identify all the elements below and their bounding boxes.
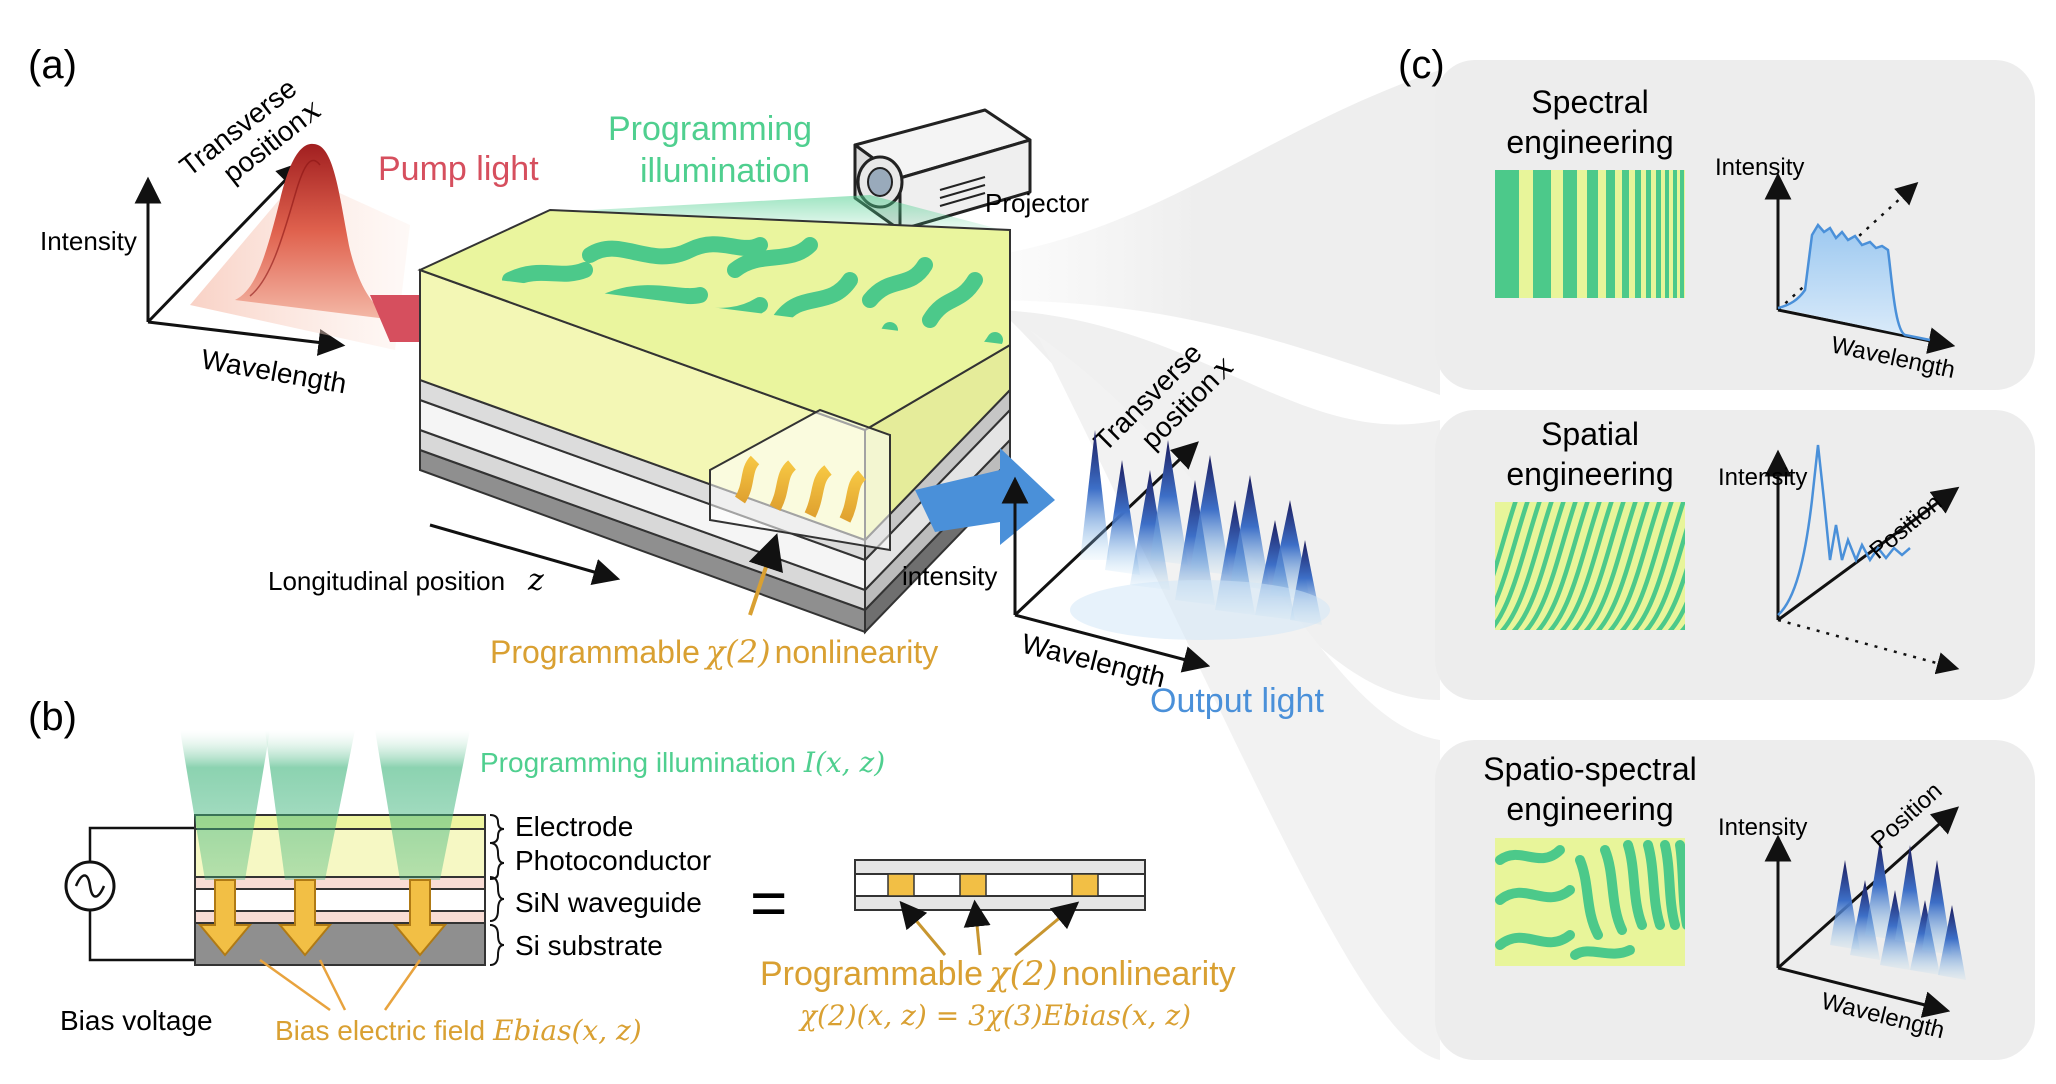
card-spectral: Spectral engineering Intensity Wavelengt…: [1495, 84, 1957, 384]
projection-cone: [555, 195, 1010, 232]
output-peaks: [1070, 430, 1330, 640]
output-arrow: [915, 448, 1055, 545]
layer-label-photoconductor: Photoconductor: [515, 845, 711, 876]
input-axis-wavelength: Wavelength: [199, 343, 349, 399]
pump-gaussian-beam: [190, 143, 410, 350]
card-spectral-title-2: engineering: [1506, 124, 1673, 160]
chi-equation: χ(2)(x, z) = 3χ(3)Ebias(x, z): [798, 999, 1191, 1032]
panel-a-label: (a): [28, 43, 77, 87]
spatial-curve: [1777, 444, 1911, 616]
equals-sign: =: [750, 867, 787, 939]
output-axis-intensity: intensity: [902, 561, 997, 591]
output-axis-wavelength: Wavelength: [1019, 628, 1169, 694]
card-spatio-spectral-title-1: Spatio-spectral: [1483, 751, 1696, 787]
longitudinal-label: Longitudinal position: [268, 566, 505, 596]
spatio-spectral-pattern: [1495, 838, 1685, 966]
panel-c-label: (c): [1398, 43, 1445, 87]
nonlinearity-label-a: Programmable χ(2) nonlinearity: [490, 633, 938, 671]
output-light-label: Output light: [1150, 682, 1324, 720]
projector-label: Projector: [985, 188, 1089, 218]
card-spatial: Spatial engineering: [1495, 416, 1960, 675]
card-spatial-axis-intensity: Intensity: [1718, 464, 1807, 491]
programming-illumination-b: Programming illumination I(x, z): [480, 746, 885, 779]
card-spectral-title-1: Spectral: [1531, 84, 1648, 120]
illumination-beams: [180, 730, 470, 880]
card-spatio-axis-intensity: Intensity: [1718, 814, 1807, 841]
layer-braces: [489, 814, 505, 966]
waveguide-cross-section: [854, 859, 1146, 911]
longitudinal-var: z: [527, 563, 544, 598]
panel-b-label: (b): [28, 695, 77, 739]
bias-field-arrows: [197, 879, 448, 957]
programming-illumination-line2: illumination: [640, 152, 810, 190]
bias-circuit: [64, 826, 195, 962]
layer-label-sin-waveguide: SiN waveguide: [515, 887, 702, 918]
cutaway-window: [709, 408, 891, 552]
spectral-curve: [1777, 222, 1931, 342]
nonlinearity-pointer: [748, 533, 783, 616]
card-spectral-axis-intensity: Intensity: [1715, 154, 1804, 181]
card-spatio-spectral-title-2: engineering: [1506, 791, 1673, 827]
input-axis-intensity: Intensity: [40, 226, 137, 256]
spatio-spectral-peaks: [1830, 840, 1966, 980]
pump-light-label: Pump light: [378, 150, 539, 188]
card-spatial-title-2: engineering: [1506, 456, 1673, 492]
programming-illumination-line1: Programming: [608, 110, 812, 148]
bias-field-pointers: [259, 958, 422, 1012]
card-spatial-title-1: Spatial: [1541, 416, 1639, 452]
longitudinal-axis: [429, 523, 621, 586]
spatial-pattern: [1495, 502, 1685, 630]
projector-icon: [853, 108, 1032, 232]
chi-pointers: [899, 899, 1080, 957]
bias-field-label: Bias electric field Ebias(x, z): [275, 1014, 642, 1047]
layer-label-si-substrate: Si substrate: [515, 930, 663, 961]
spectral-pattern: [1495, 170, 1685, 298]
nonlinearity-label-b: Programmable χ(2) nonlinearity: [760, 954, 1236, 994]
bias-voltage-label: Bias voltage: [60, 1005, 213, 1036]
layer-label-electrode: Electrode: [515, 811, 633, 842]
